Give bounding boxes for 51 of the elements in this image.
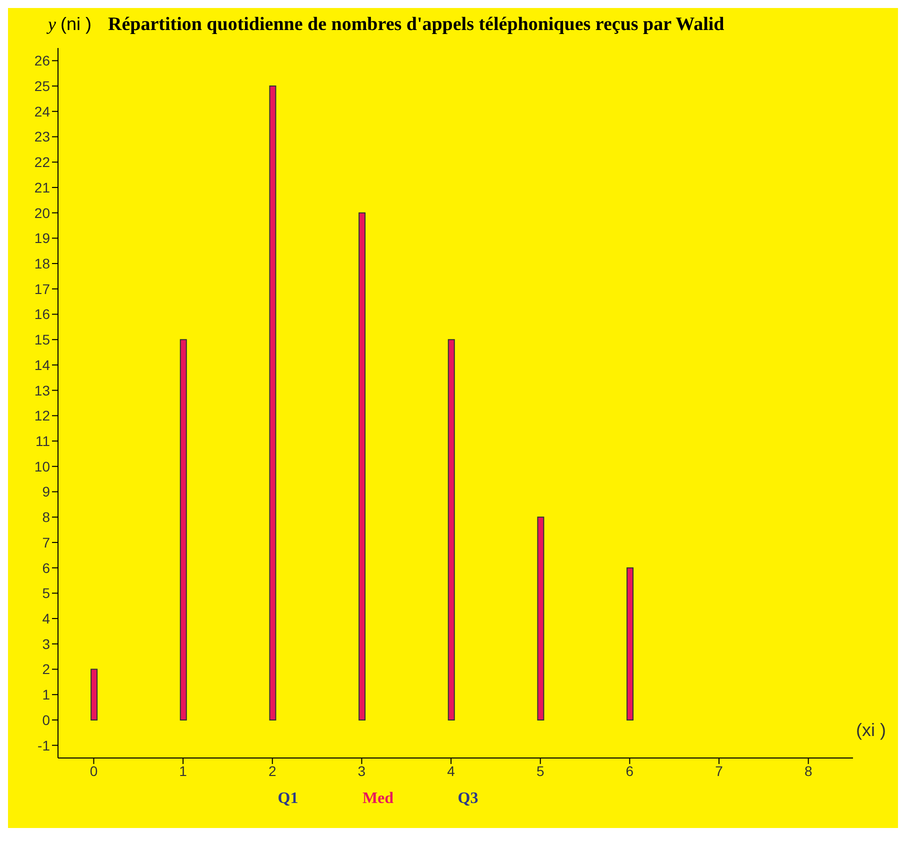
y-tick-label: 5 — [42, 585, 50, 602]
x-tick-label: 0 — [90, 762, 98, 779]
y-tick-label: 6 — [42, 560, 50, 576]
bar — [358, 212, 366, 720]
bar — [90, 668, 98, 720]
y-tick-label: 24 — [34, 103, 50, 120]
x-tick-label: 4 — [447, 762, 456, 779]
text: Q1 — [276, 790, 300, 808]
bar — [269, 86, 276, 720]
x-tick-label: 7 — [715, 762, 724, 779]
bar — [537, 516, 544, 720]
y-tick-label: 4 — [42, 610, 50, 627]
y-tick-label: 17 — [34, 280, 50, 297]
y-tick-label: 21 — [34, 179, 50, 196]
text: y — [48, 14, 56, 34]
y-tick-label: 9 — [42, 484, 50, 500]
y-tick-label: 18 — [34, 256, 50, 272]
x-axis-title: (xi ) — [856, 720, 886, 740]
y-tick-label: 8 — [42, 509, 50, 526]
y-tick-label: -1 — [38, 737, 50, 754]
y-tick-label: 0 — [42, 712, 50, 728]
y-tick-label: 3 — [42, 636, 50, 652]
bar — [448, 339, 455, 720]
y-tick-label: 2 — [42, 661, 50, 678]
y-tick-label: 16 — [34, 306, 50, 322]
x-tick-label: 1 — [179, 762, 188, 779]
x-tick-label: 8 — [804, 762, 812, 779]
y-tick-label: 14 — [34, 356, 50, 373]
y-tick-label: 12 — [34, 408, 50, 424]
x-tick-label: 6 — [626, 762, 634, 779]
y-axis-title: (ni ) — [60, 14, 92, 34]
bar — [180, 339, 187, 720]
text: Q3 — [456, 790, 480, 808]
y-tick-label: 1 — [42, 686, 50, 703]
y-tick-label: 11 — [35, 433, 50, 450]
y-tick-label: 26 — [34, 52, 50, 69]
x-tick-label: 2 — [268, 762, 276, 779]
y-tick-label: 22 — [34, 154, 50, 170]
x-tick-label: 5 — [536, 762, 544, 779]
y-tick-label: 23 — [34, 128, 50, 145]
x-tick-label: 3 — [358, 762, 366, 779]
y-tick-label: 7 — [42, 534, 50, 550]
y-tick-label: 19 — [34, 230, 50, 246]
bar — [626, 567, 634, 720]
y-tick-label: 10 — [34, 458, 50, 474]
chart-title: Répartition quotidienne de nombres d'appels téléphoniques reçus par Walid — [108, 14, 724, 36]
y-tick-label: 15 — [34, 332, 50, 348]
y-tick-label: 25 — [34, 78, 50, 94]
y-tick-label: 20 — [34, 204, 50, 221]
y-tick-label: 13 — [34, 382, 50, 398]
text: Med — [361, 790, 395, 808]
